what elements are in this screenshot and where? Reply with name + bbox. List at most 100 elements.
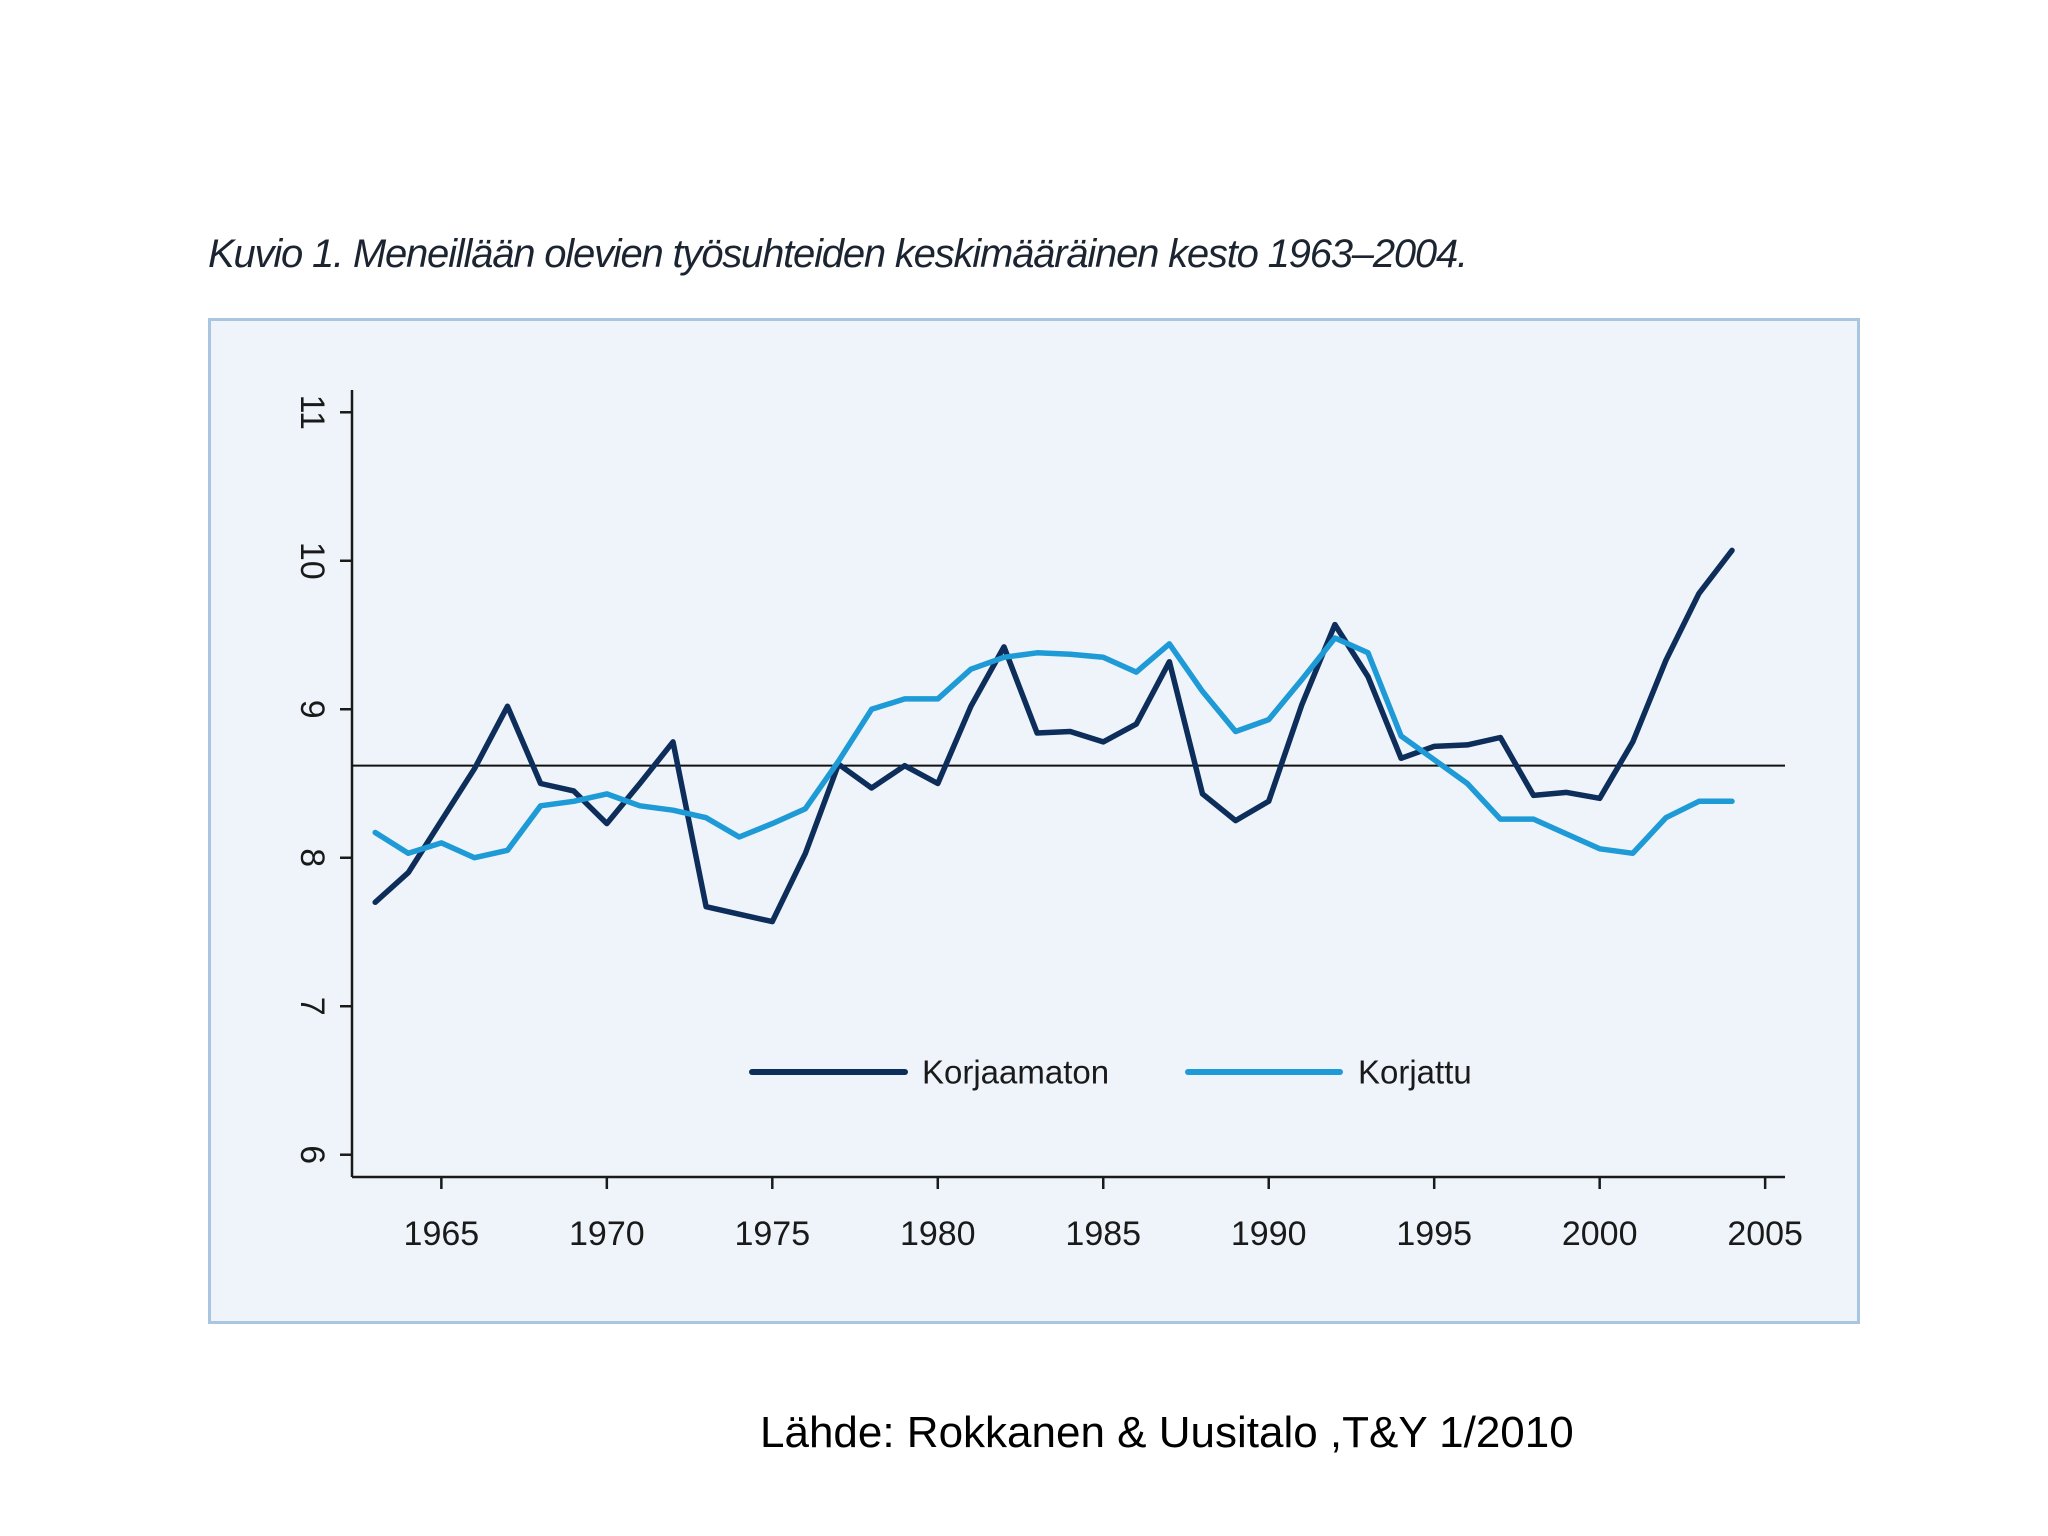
point-korjattu-2003: [1697, 799, 1701, 803]
point-korjattu-1981: [969, 667, 973, 671]
point-korjaamaton-1993: [1366, 675, 1370, 679]
point-korjaamaton-1966: [472, 767, 476, 771]
point-korjaamaton-1982: [1002, 645, 1006, 649]
point-korjaamaton-1979: [903, 764, 907, 768]
x-tick-label-2000: 2000: [1562, 1215, 1638, 1253]
point-korjattu-1984: [1068, 652, 1072, 656]
x-tick-label-1985: 1985: [1065, 1215, 1141, 1253]
point-korjattu-1983: [1035, 651, 1039, 655]
point-korjattu-1966: [472, 856, 476, 860]
point-korjaamaton-1971: [638, 782, 642, 785]
point-korjaamaton-1985: [1101, 740, 1105, 744]
point-korjattu-1965: [439, 841, 443, 845]
point-korjaamaton-1975: [770, 920, 774, 924]
point-korjattu-1971: [638, 804, 642, 808]
point-korjaamaton-1990: [1267, 799, 1271, 803]
point-korjaamaton-1995: [1432, 744, 1436, 748]
point-korjattu-1973: [704, 816, 708, 820]
point-korjaamaton-1991: [1300, 703, 1304, 707]
point-korjaamaton-1997: [1498, 735, 1502, 739]
point-korjattu-1980: [936, 697, 940, 701]
point-korjaamaton-1980: [936, 782, 940, 785]
x-tick-label-1965: 1965: [404, 1215, 480, 1253]
source-note: Lähde: Rokkanen & Uusitalo ,T&Y 1/2010: [760, 1408, 1574, 1457]
point-korjaamaton-1984: [1068, 730, 1072, 734]
point-korjattu-1997: [1498, 817, 1502, 821]
point-korjattu-1996: [1465, 782, 1469, 785]
point-korjaamaton-1992: [1333, 623, 1337, 627]
point-korjattu-1988: [1201, 689, 1205, 693]
chart-title: Kuvio 1. Meneillään olevien työsuhteiden…: [208, 232, 1468, 276]
point-korjattu-1993: [1366, 651, 1370, 655]
series-lines: [372, 547, 1735, 925]
point-korjattu-1994: [1399, 734, 1403, 738]
point-korjattu-1972: [671, 808, 675, 812]
legend: Korjaamaton Korjattu: [749, 1054, 1472, 1091]
point-korjattu-1985: [1101, 655, 1105, 659]
y-tick-label-6: 6: [293, 1145, 331, 1164]
point-korjattu-1992: [1333, 636, 1337, 640]
point-korjaamaton-1973: [704, 905, 708, 909]
point-korjattu-1982: [1002, 655, 1006, 659]
point-korjaamaton-1968: [539, 782, 543, 785]
point-korjaamaton-1988: [1201, 792, 1205, 796]
y-tick-label-8: 8: [293, 848, 331, 867]
point-korjaamaton-2002: [1664, 658, 1668, 662]
point-korjaamaton-1981: [969, 704, 973, 708]
y-tick-label-11: 11: [293, 395, 331, 430]
point-korjaamaton-1970: [605, 822, 609, 826]
point-korjattu-1968: [539, 804, 543, 808]
point-korjattu-2001: [1631, 851, 1635, 855]
point-korjaamaton-1978: [870, 786, 874, 790]
point-korjaamaton-1998: [1531, 793, 1535, 797]
point-korjaamaton-2000: [1598, 796, 1602, 800]
point-korjaamaton-2001: [1631, 740, 1635, 744]
y-tick-label-7: 7: [293, 997, 331, 1016]
x-tick-label-2005: 2005: [1727, 1215, 1803, 1253]
point-korjattu-1976: [803, 807, 807, 811]
point-korjattu-1974: [737, 835, 741, 839]
point-korjaamaton-1994: [1399, 756, 1403, 760]
point-korjaamaton-1972: [671, 740, 675, 744]
point-korjattu-1970: [605, 792, 609, 796]
x-tick-label-1980: 1980: [900, 1215, 976, 1253]
point-korjaamaton-1967: [506, 704, 510, 708]
point-korjaamaton-2003: [1697, 591, 1701, 595]
axes: 1965 1970 1975 1980 1985 1990 1995 2000 2005 6 7 8 9…: [293, 390, 1803, 1253]
point-korjattu-1975: [770, 822, 774, 826]
legend-label-korjaamaton: Korjaamaton: [922, 1054, 1109, 1091]
point-korjaamaton-1996: [1465, 743, 1469, 747]
point-korjaamaton-1976: [803, 851, 807, 855]
point-korjaamaton-1964: [406, 871, 410, 875]
point-korjattu-1999: [1565, 832, 1569, 836]
point-korjaamaton-1965: [439, 819, 443, 823]
point-korjattu-1964: [406, 851, 410, 855]
series-line-korjattu: [372, 635, 1735, 861]
x-tick-label-1995: 1995: [1396, 1215, 1472, 1253]
x-tick-label-1970: 1970: [569, 1215, 645, 1253]
point-korjattu-1995: [1432, 758, 1436, 762]
legend-label-korjattu: Korjattu: [1358, 1054, 1472, 1091]
point-korjattu-1986: [1134, 670, 1138, 674]
y-tick-label-9: 9: [293, 700, 331, 719]
x-tick-label-1990: 1990: [1231, 1215, 1307, 1253]
point-korjattu-1967: [506, 848, 510, 852]
point-korjattu-2002: [1664, 816, 1668, 820]
series-line-korjaamaton: [372, 547, 1735, 925]
point-korjattu-1990: [1267, 718, 1271, 722]
point-korjaamaton-1969: [572, 789, 576, 793]
point-korjaamaton-2004: [1730, 548, 1734, 552]
point-korjattu-1963: [373, 831, 377, 835]
point-korjaamaton-1963: [373, 900, 377, 904]
point-korjattu-1978: [870, 707, 874, 711]
chart-panel: [208, 318, 1860, 1324]
point-korjaamaton-1987: [1167, 660, 1171, 664]
point-korjattu-1979: [903, 697, 907, 701]
point-korjaamaton-1983: [1035, 731, 1039, 735]
point-korjattu-1987: [1167, 642, 1171, 646]
point-korjattu-2004: [1730, 799, 1734, 803]
point-korjaamaton-1999: [1565, 790, 1569, 794]
point-korjattu-1989: [1234, 730, 1238, 734]
point-korjaamaton-1989: [1234, 819, 1238, 823]
